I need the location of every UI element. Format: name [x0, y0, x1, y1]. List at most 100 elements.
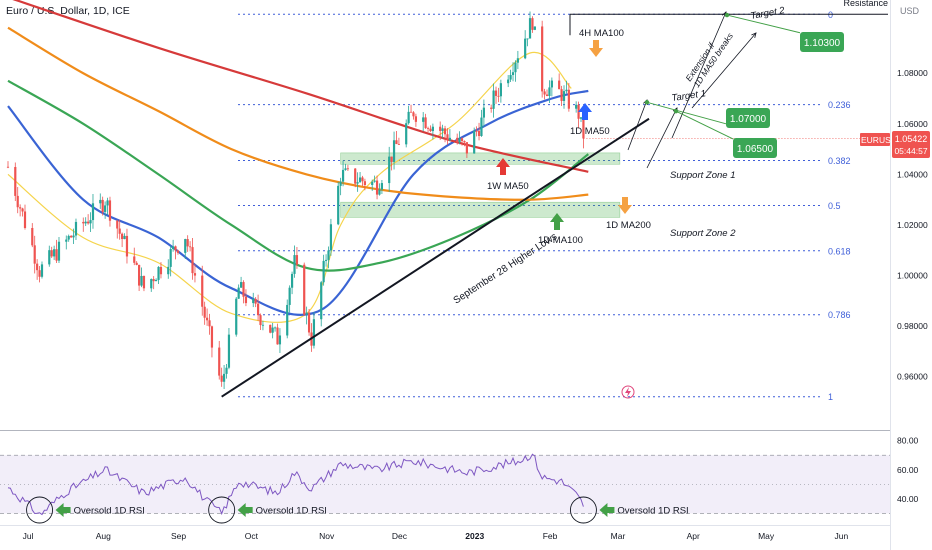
candle-body	[84, 221, 87, 224]
candle-body	[499, 83, 502, 97]
candle	[339, 177, 342, 196]
candle	[448, 129, 451, 142]
candle	[118, 219, 121, 240]
candle-body	[38, 270, 41, 277]
arrow-1d-ma50	[578, 103, 592, 120]
candle	[307, 308, 311, 336]
candle	[237, 284, 240, 299]
candle-body	[186, 239, 189, 247]
candle	[256, 294, 260, 321]
candle-body	[172, 246, 175, 249]
candle-body	[48, 250, 51, 265]
candle-body	[254, 298, 257, 304]
candle	[560, 85, 563, 107]
candle	[31, 223, 34, 248]
candle-body	[361, 177, 364, 182]
ma-line-1w-ma50	[12, 0, 589, 173]
candle	[276, 323, 279, 345]
label-4h-ma100: 4H MA100	[579, 28, 624, 39]
candle	[138, 264, 141, 292]
candle-body	[121, 233, 124, 240]
candle-body	[21, 208, 24, 212]
candle-body	[543, 91, 546, 95]
time-tick-label: Aug	[96, 531, 111, 541]
oversold-arrow	[599, 503, 615, 517]
candle	[33, 235, 36, 274]
candle	[40, 261, 44, 279]
candle	[67, 234, 70, 242]
candle	[125, 228, 129, 264]
candle	[409, 104, 413, 113]
candle-body	[155, 279, 158, 282]
candle	[358, 172, 362, 183]
label-1d-ma200: 1D MA200	[606, 220, 651, 231]
candle	[482, 99, 485, 127]
candle-body	[514, 62, 517, 73]
candle-body	[286, 304, 289, 336]
fib-label-0.236: 0.236	[828, 100, 851, 110]
time-tick-label: Sep	[171, 531, 186, 541]
target-line-2	[726, 14, 801, 34]
candle-body	[490, 107, 493, 109]
rsi-tick-label: 80.00	[897, 436, 919, 446]
candle	[201, 265, 204, 316]
candle-body	[337, 185, 340, 225]
candle-body	[276, 327, 279, 345]
candle-body	[371, 181, 374, 185]
fib-label-0.382: 0.382	[828, 156, 851, 166]
candle-body	[475, 130, 478, 132]
ma-line-1d-ma100	[7, 79, 589, 272]
candle	[320, 280, 323, 327]
candle-body	[448, 137, 451, 141]
oversold-label: Oversold 1D RSI	[256, 506, 327, 517]
support-zone-2	[340, 201, 621, 218]
candle	[548, 80, 551, 104]
candle	[460, 137, 464, 146]
candle	[324, 254, 328, 267]
candle-body	[159, 266, 163, 275]
candle	[346, 164, 350, 172]
candle-body	[244, 296, 248, 304]
candle	[176, 249, 180, 255]
candle-body	[431, 126, 434, 132]
candle-body	[363, 181, 367, 185]
candle	[458, 131, 461, 145]
candle-body	[72, 235, 75, 238]
candle	[152, 276, 155, 290]
candle	[490, 104, 493, 113]
pane-separator	[0, 430, 890, 431]
candle-body	[395, 140, 398, 144]
candle-body	[259, 315, 262, 326]
lightning-icon-bolt	[625, 387, 631, 397]
candle	[456, 133, 459, 145]
candle-body	[252, 298, 255, 304]
candle	[322, 254, 325, 286]
chart-title: Euro / U.S. Dollar, 1D, ICE	[6, 5, 130, 17]
target-badge-1065: 1.06500	[737, 144, 774, 155]
candle-body	[380, 183, 384, 190]
support-zone-1	[340, 152, 621, 165]
rsi-line	[7, 453, 584, 516]
candle-body	[36, 263, 39, 271]
candle-body	[397, 143, 401, 145]
oversold-arrow	[55, 503, 71, 517]
candle-body	[460, 138, 464, 142]
candle-body	[23, 211, 27, 228]
candle-body	[465, 142, 468, 154]
candle-body	[533, 26, 536, 30]
candle-body	[237, 287, 240, 299]
candle	[531, 16, 534, 33]
time-tick-label: Nov	[319, 531, 335, 541]
candle-body	[142, 275, 146, 289]
candle-body	[271, 327, 274, 333]
candle	[252, 292, 255, 308]
candle-body	[548, 87, 551, 97]
label-target-1: Target 1	[671, 88, 707, 104]
candle	[463, 140, 466, 147]
candle-body	[123, 235, 126, 240]
oversold-circle	[208, 496, 236, 524]
rsi-tick-label: 60.00	[897, 465, 919, 475]
candle	[439, 121, 442, 140]
support-zones	[340, 152, 621, 218]
